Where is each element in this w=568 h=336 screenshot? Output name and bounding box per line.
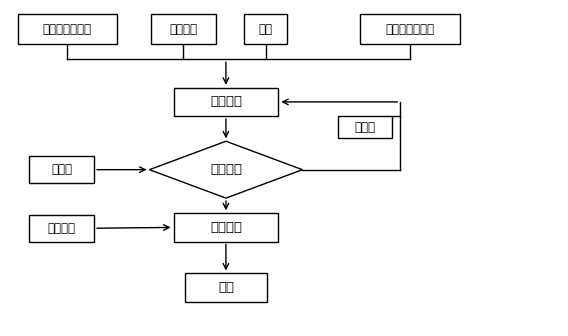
Bar — [173, 88, 278, 116]
Text: 检验细度: 检验细度 — [210, 163, 242, 176]
Text: 颜填料: 颜填料 — [51, 163, 72, 176]
Text: 低速分散: 低速分散 — [210, 221, 242, 234]
Text: 助剂: 助剂 — [258, 23, 273, 36]
Bar — [361, 14, 460, 44]
Bar — [173, 213, 278, 242]
Bar — [29, 215, 94, 242]
Bar — [29, 156, 94, 183]
Bar — [244, 14, 287, 44]
Text: 环氧树脂: 环氧树脂 — [169, 23, 198, 36]
Text: 高速分散: 高速分散 — [210, 95, 242, 109]
Text: 不合格: 不合格 — [354, 121, 375, 133]
Bar — [151, 14, 216, 44]
Bar — [338, 116, 392, 138]
Text: 环氧活性稀释剂: 环氧活性稀释剂 — [386, 23, 435, 36]
Text: 包装: 包装 — [218, 281, 234, 294]
Text: 耗磨填料: 耗磨填料 — [48, 222, 76, 235]
Polygon shape — [149, 141, 302, 198]
Text: 环氧树脂改性剂: 环氧树脂改性剂 — [43, 23, 92, 36]
Bar — [18, 14, 117, 44]
Bar — [185, 274, 267, 302]
